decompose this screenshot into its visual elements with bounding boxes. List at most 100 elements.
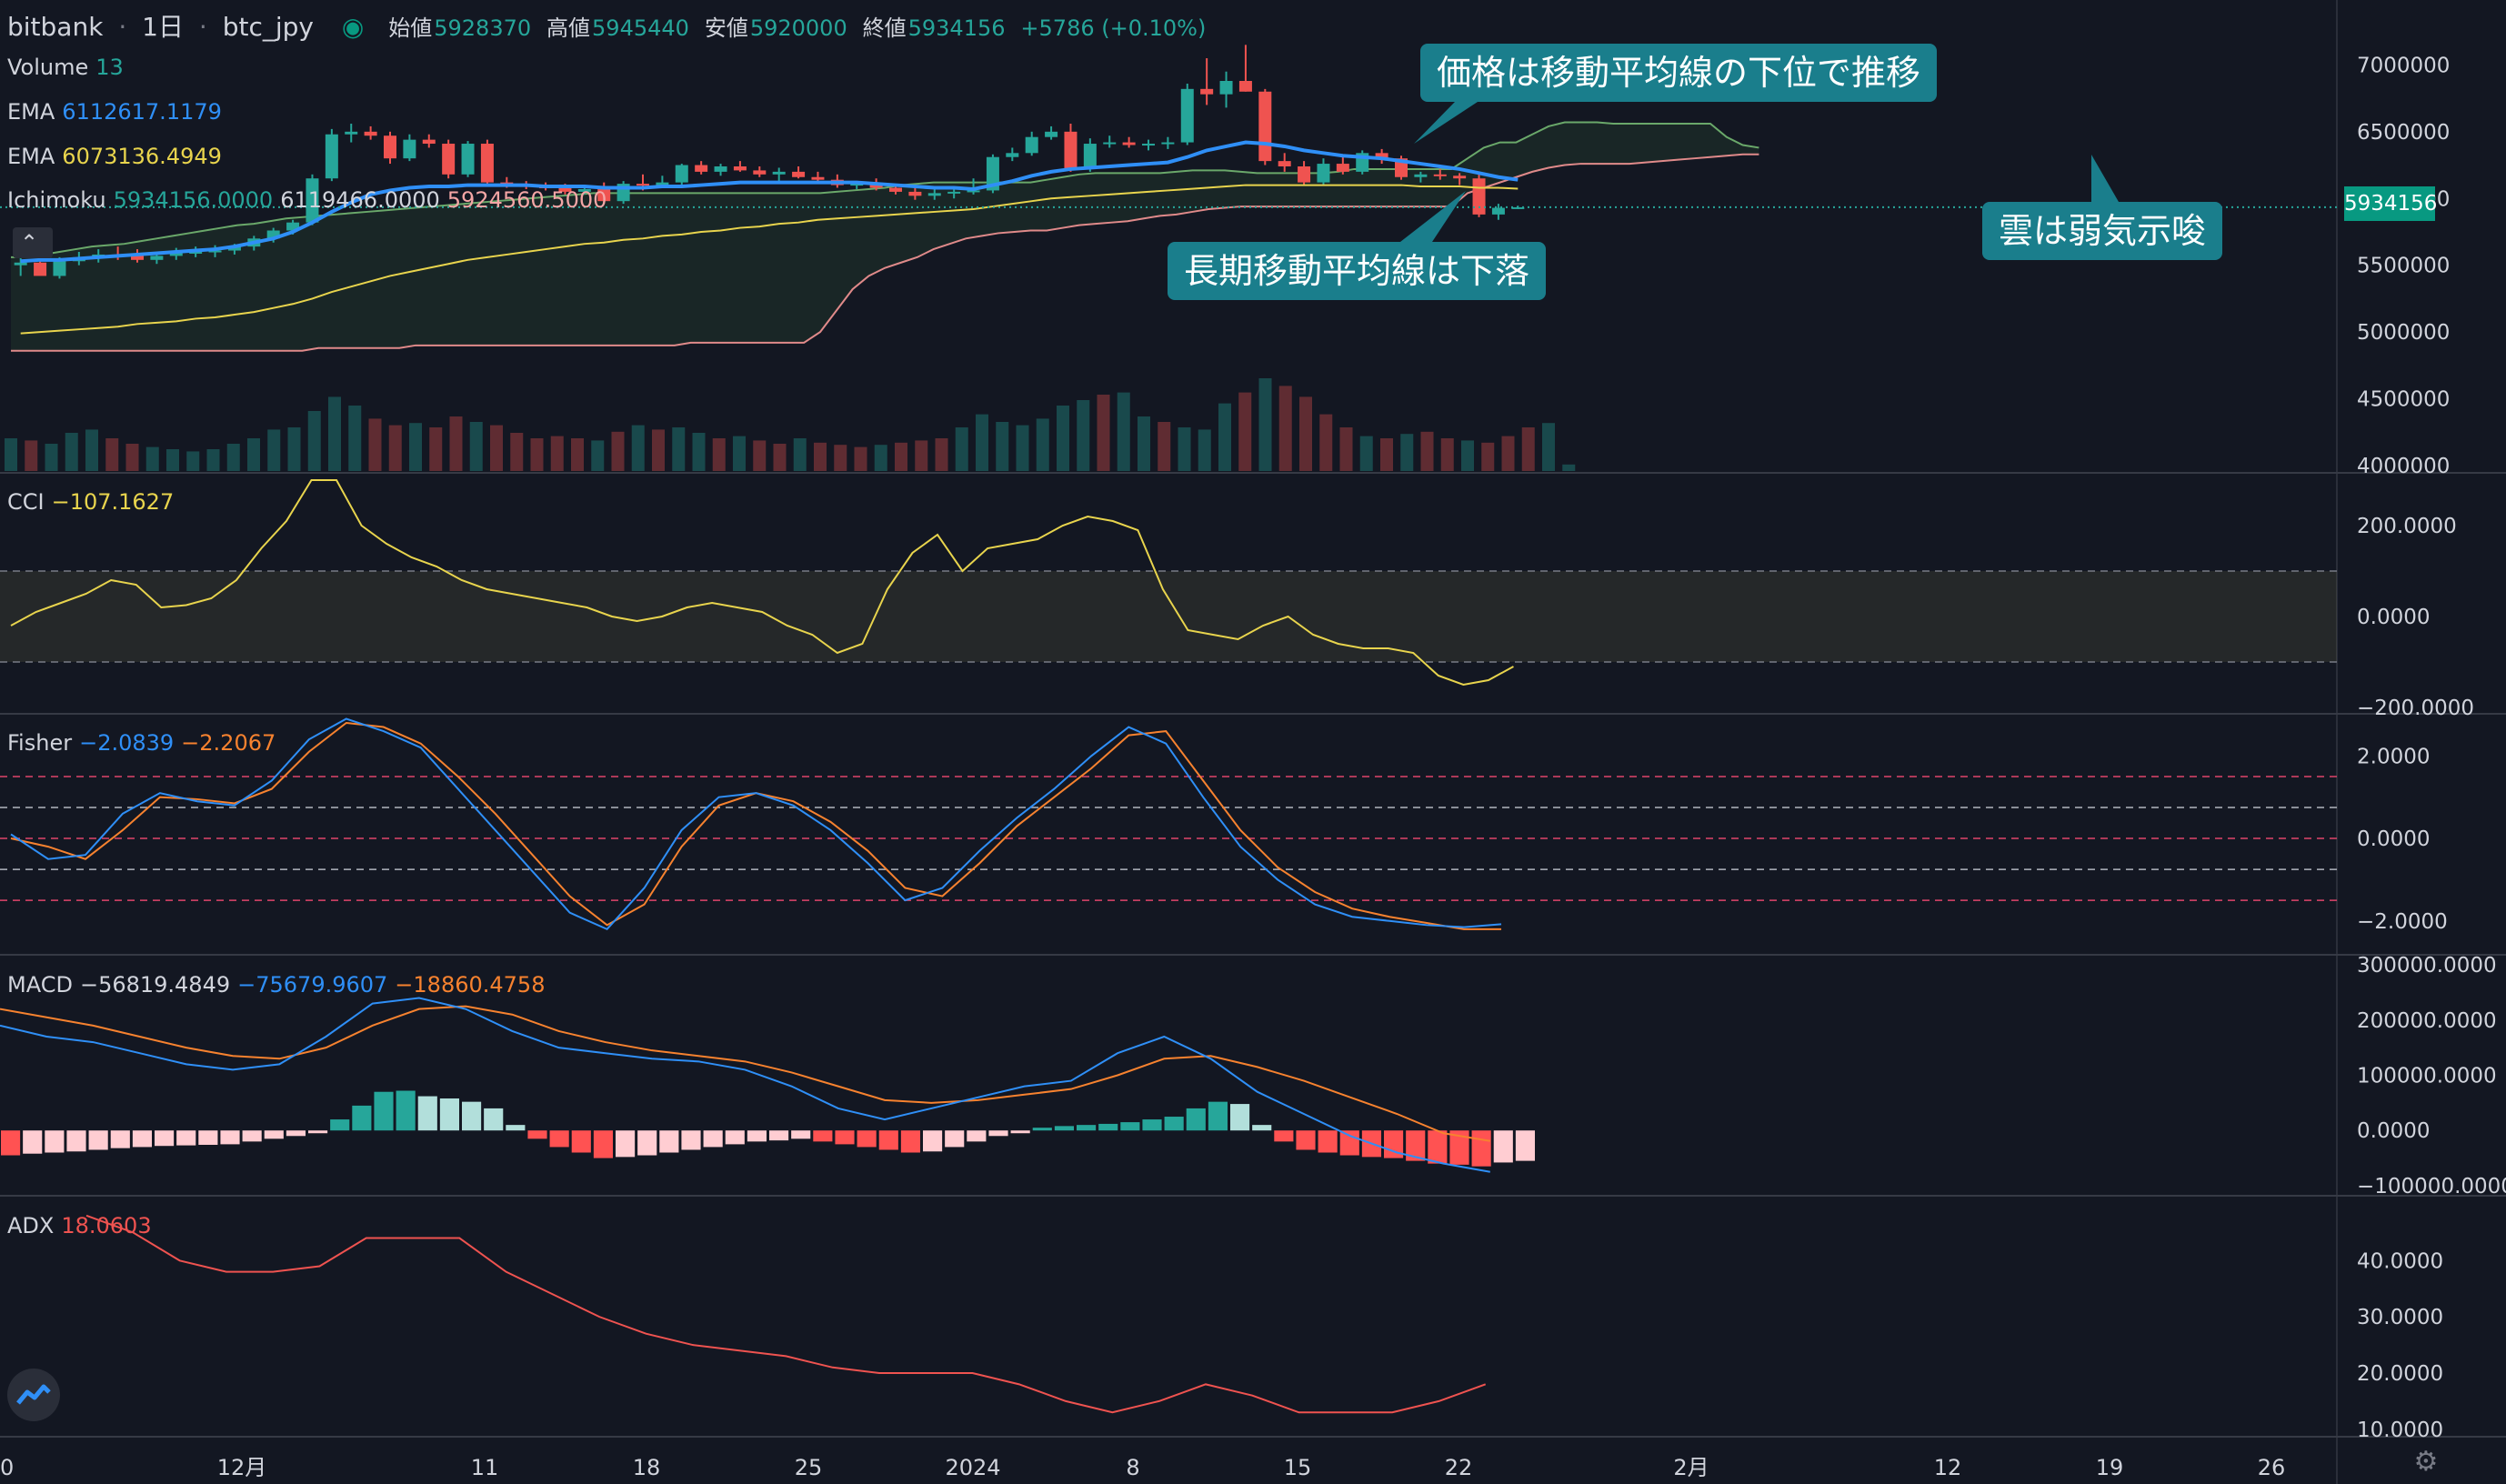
volume-bar (1016, 425, 1029, 471)
volume-bar (814, 442, 827, 471)
tradingview-logo[interactable] (7, 1369, 60, 1421)
callout-long-ma-falling[interactable]: 長期移動平均線は下落 (1168, 242, 1547, 300)
legend-adx[interactable]: ADX 18.0603 (7, 1213, 159, 1238)
candle-body (131, 256, 144, 260)
volume-bar (712, 438, 726, 471)
macd-histogram-bar (1471, 1130, 1491, 1167)
macd-histogram-bar (176, 1130, 196, 1146)
symbol-header[interactable]: bitbank · 1日 · btc_jpy ◉ 始値5928370 高値594… (7, 12, 1207, 42)
candle-body (1453, 175, 1467, 179)
candle-body (986, 156, 999, 191)
volume-bar (793, 438, 807, 471)
candle-body (1258, 91, 1272, 162)
candle-body (325, 134, 338, 179)
fisher-label: Fisher (7, 730, 73, 756)
legend-macd[interactable]: MACD −56819.4849 −75679.9607 −18860.4758 (7, 972, 552, 998)
adx-axis-tick-label: 30.0000 (2357, 1306, 2443, 1329)
time-axis-tick-label: 18 (633, 1455, 661, 1480)
candle-body (480, 144, 494, 183)
volume-bar (854, 446, 867, 471)
legend-ema-fast[interactable]: EMA 6112617.1179 (7, 99, 229, 125)
chevron-up-icon: ⌃ (19, 230, 39, 256)
macd-histogram-bar (417, 1096, 437, 1131)
volume-bar (733, 436, 746, 471)
adx-axis-tick-label: 40.0000 (2357, 1249, 2443, 1273)
candle-body (403, 139, 416, 159)
volume-bar (1077, 400, 1090, 471)
price-axis-tick-label: 4500000 (2357, 388, 2450, 412)
volume-bar (469, 422, 483, 471)
collapse-legend-button[interactable]: ⌃ (13, 227, 53, 258)
candle-body (1025, 136, 1038, 154)
legend-volume[interactable]: Volume 13 (7, 55, 131, 80)
candle-body (189, 252, 203, 254)
logo-icon (16, 1384, 51, 1405)
candle-body (384, 135, 396, 159)
volume-bar (5, 438, 17, 471)
volume-bar (1319, 414, 1333, 471)
callout-pointer (1414, 102, 1478, 144)
ema2-label: EMA (7, 144, 55, 169)
macd-histogram-bar (484, 1108, 504, 1131)
volume-bar (692, 433, 706, 471)
volume-bar (1420, 431, 1434, 471)
candle-body (1064, 131, 1078, 169)
time-axis-tick-label: 2024 (945, 1455, 1000, 1480)
macd-value-3: −18860.4758 (395, 972, 546, 998)
legend-ichimoku[interactable]: Ichimoku 5934156.0000 6119466.0000 5924560.… (7, 187, 614, 213)
volume-bar (1198, 429, 1211, 471)
macd-histogram-bar (988, 1130, 1008, 1137)
candle-body (1161, 142, 1175, 145)
legend-ema-slow[interactable]: EMA 6073136.4949 (7, 144, 229, 169)
macd-histogram-bar (725, 1130, 745, 1145)
volume-bar (1521, 427, 1535, 471)
cloud-span-a-line (11, 121, 1759, 258)
volume-bar (631, 425, 645, 471)
volume-bar (490, 425, 503, 471)
cci-label: CCI (7, 489, 45, 515)
macd-histogram-bar (1120, 1122, 1140, 1131)
macd-histogram-bar (1449, 1130, 1469, 1165)
macd-histogram-bar (462, 1101, 482, 1131)
volume-bar (328, 396, 341, 471)
volume-bar (368, 418, 382, 471)
volume-bar (1461, 440, 1474, 471)
legend-cci[interactable]: CCI −107.1627 (7, 489, 181, 515)
interval-label[interactable]: 1日 (142, 12, 184, 42)
candle-body (869, 184, 883, 188)
volume-bar (45, 444, 58, 471)
candle-body (577, 188, 591, 192)
settings-gear-icon[interactable]: ⚙ (2413, 1446, 2439, 1478)
ichimoku-label: Ichimoku (7, 187, 106, 213)
volume-bar (1218, 403, 1231, 471)
candle-body (1045, 131, 1058, 137)
candle-body (1006, 153, 1019, 157)
time-axis-tick-label: 12月 (217, 1455, 267, 1480)
macd-value-1: −56819.4849 (79, 972, 231, 998)
candle-body (169, 253, 183, 256)
candle-body (597, 188, 611, 202)
ema1-value: 6112617.1179 (62, 99, 222, 125)
macd-axis-tick-label: 200000.0000 (2357, 1009, 2497, 1033)
volume-bar (206, 449, 220, 471)
macd-histogram-bar (66, 1130, 86, 1152)
callout-price-below-ma[interactable]: 価格は移動平均線の下位で推移 (1420, 44, 1938, 102)
legend-fisher[interactable]: Fisher −2.0839 −2.2067 (7, 730, 283, 756)
macd-histogram-bar (571, 1130, 591, 1153)
volume-bar (388, 425, 402, 471)
candle-body (1180, 88, 1194, 143)
high-value: 5945440 (592, 15, 689, 41)
volume-bar (1036, 418, 1049, 471)
candle-body (34, 262, 47, 276)
change-value: +5786 (+0.10%) (1020, 15, 1207, 41)
candle-body (753, 170, 767, 175)
volume-bar (247, 438, 260, 471)
candle-body (558, 187, 572, 192)
macd-histogram-bar (198, 1130, 218, 1145)
callout-cloud-bearish[interactable]: 雲は弱気示唆 (1982, 202, 2223, 260)
macd-histogram-bar (659, 1130, 679, 1153)
price-axis-tick-label: 5500000 (2357, 255, 2450, 278)
callout-pointer (1400, 191, 1466, 242)
time-axis-tick-label: 0 (0, 1455, 14, 1480)
volume-bar (510, 433, 524, 471)
